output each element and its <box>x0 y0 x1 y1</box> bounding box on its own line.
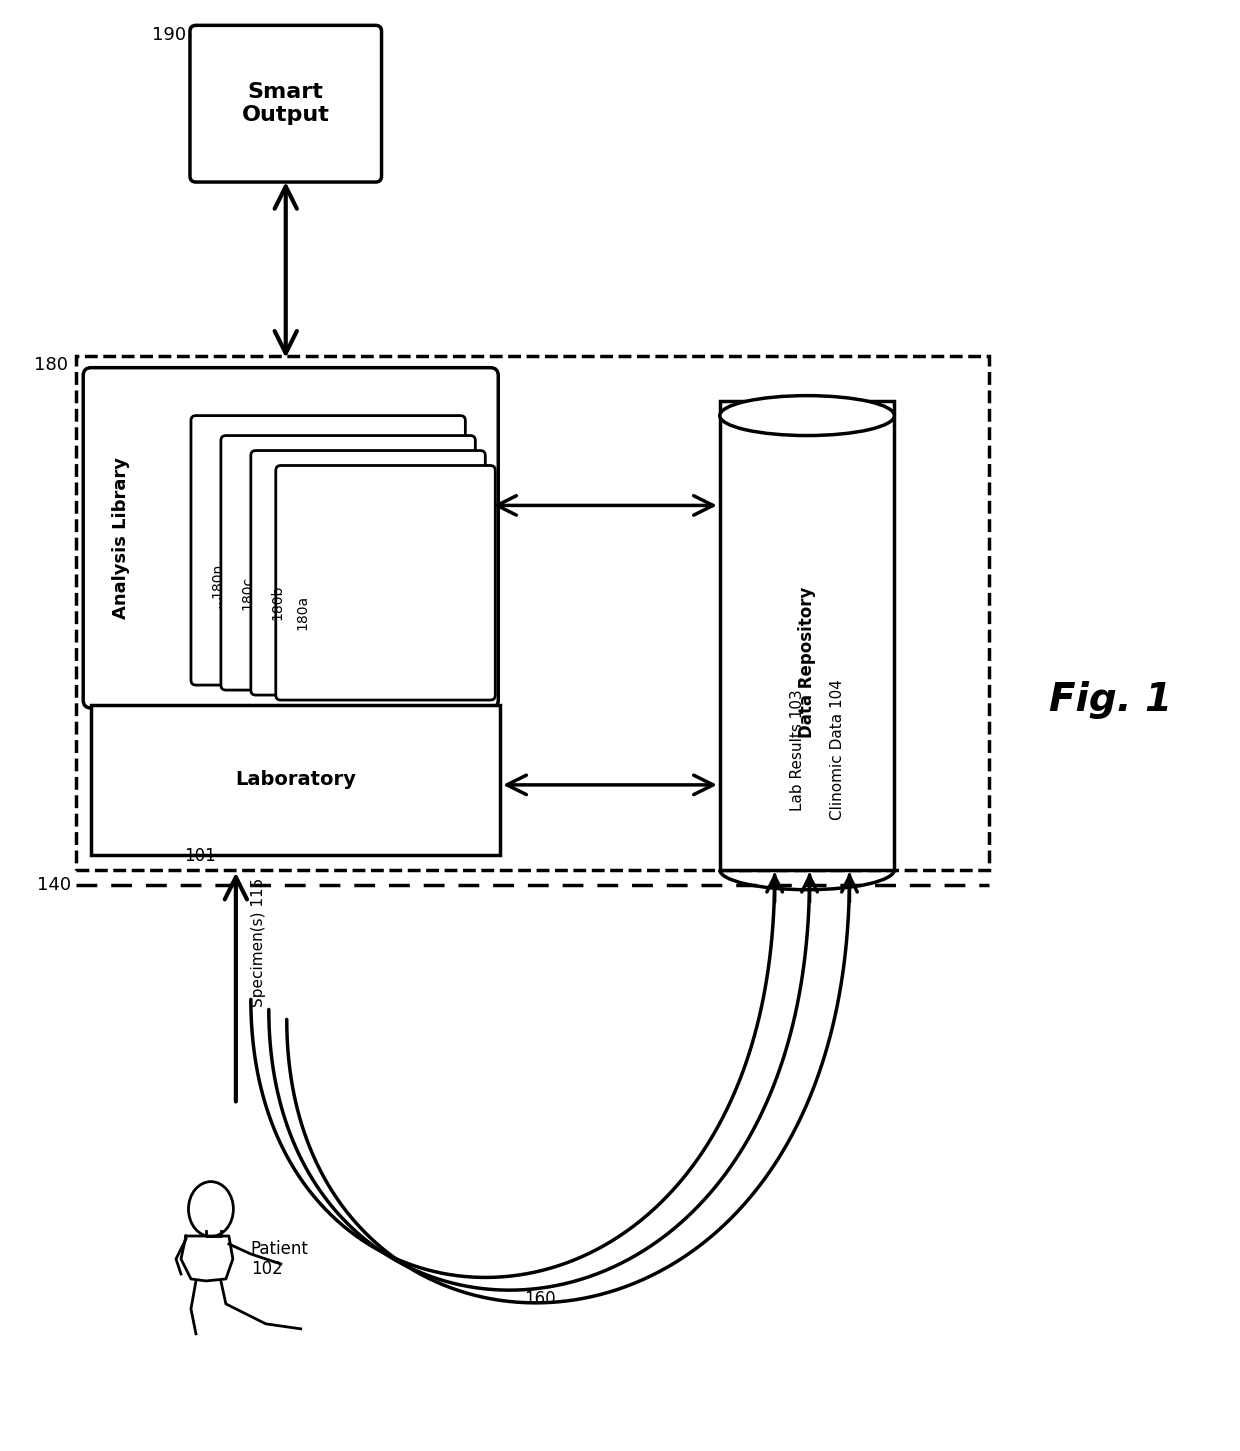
Text: 180c: 180c <box>241 576 255 609</box>
Text: 140: 140 <box>37 876 71 894</box>
Text: Fig. 1: Fig. 1 <box>1049 681 1172 720</box>
Ellipse shape <box>719 396 894 435</box>
FancyBboxPatch shape <box>191 415 465 685</box>
Text: Lab Results 103: Lab Results 103 <box>790 689 805 811</box>
Text: Data Repository: Data Repository <box>799 588 816 739</box>
FancyBboxPatch shape <box>250 450 485 695</box>
Ellipse shape <box>188 1181 233 1236</box>
Text: Specimen(s) 115: Specimen(s) 115 <box>250 878 265 1007</box>
Text: 180a: 180a <box>295 595 310 630</box>
Text: 190: 190 <box>151 26 186 45</box>
FancyBboxPatch shape <box>83 367 498 708</box>
Bar <box>76 355 990 869</box>
FancyBboxPatch shape <box>221 435 475 691</box>
Text: Analysis Library: Analysis Library <box>112 457 130 620</box>
FancyBboxPatch shape <box>275 466 495 699</box>
Text: Smart
Output: Smart Output <box>242 83 330 125</box>
Bar <box>92 705 500 855</box>
Bar <box>719 400 894 869</box>
Text: ...: ... <box>208 593 223 608</box>
Text: Clinomic Data 104: Clinomic Data 104 <box>830 679 844 820</box>
Text: Patient
102: Patient 102 <box>250 1239 309 1278</box>
Text: 101: 101 <box>185 847 216 865</box>
Text: 180n: 180n <box>211 563 224 598</box>
Text: 160: 160 <box>525 1290 556 1307</box>
Text: 180b: 180b <box>270 585 285 621</box>
Text: 180: 180 <box>35 355 68 374</box>
Text: Laboratory: Laboratory <box>236 770 356 789</box>
FancyBboxPatch shape <box>190 25 382 181</box>
